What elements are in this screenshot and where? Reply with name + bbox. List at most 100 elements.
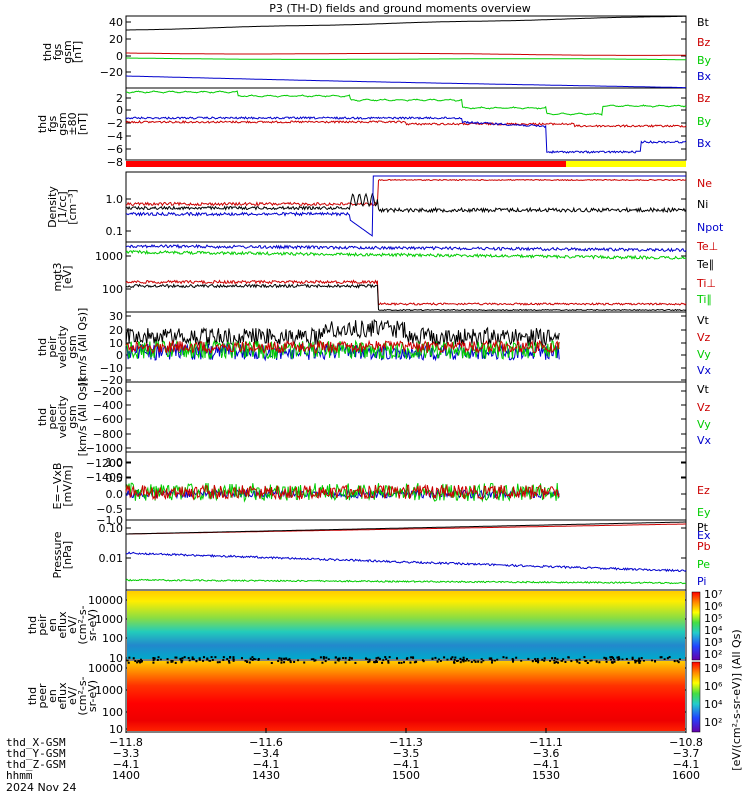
spectrogram-noise (210, 656, 213, 659)
legend-Vx: Vx (697, 434, 712, 447)
spectrogram-noise (496, 658, 499, 661)
data-traces (125, 15, 687, 731)
spectrogram-noise (589, 659, 592, 662)
xaxis-value: 1600 (672, 769, 700, 782)
legend-Vt: Vt (697, 314, 710, 327)
panel-frame (125, 87, 687, 161)
spectrogram-noise (575, 659, 578, 662)
legend-Npot: Npot (697, 221, 724, 234)
spectrogram-noise (378, 657, 381, 660)
y-tick-label: −600 (93, 413, 123, 426)
xaxis-value: −10.8 (669, 736, 703, 749)
spectrogram-noise (195, 660, 198, 663)
xaxis-value: −11.6 (249, 736, 283, 749)
trace-te-perp (125, 283, 687, 312)
spectrogram-noise (344, 661, 347, 664)
spectrogram-noise (638, 657, 641, 660)
spectrogram-noise (297, 659, 300, 662)
spectrogram-noise (415, 660, 418, 663)
spectrogram-noise (434, 656, 437, 659)
spectrogram-noise (515, 656, 518, 659)
xaxis-value: −3.3 (113, 747, 140, 760)
trace-ez (125, 483, 560, 501)
spectrogram-noise (610, 656, 613, 659)
spectrogram-noise (277, 660, 280, 663)
panel-p3: Density[1/cc][cm⁻³] 1.0 0.1 Ne Ni Npot (46, 171, 724, 243)
spectrogram-noise (192, 658, 195, 661)
spectrogram-noise (267, 657, 270, 660)
xaxis-row-label: thd_X-GSM (6, 736, 66, 749)
spectrogram-noise (412, 656, 415, 659)
legend-Pi: Pi (697, 575, 706, 588)
spectrogram-noise (663, 658, 666, 661)
spectrogram-noise (634, 661, 637, 664)
spectrogram-noise (621, 658, 624, 661)
panel-ylabel: eV/ (66, 616, 79, 634)
spectrogram-noise (551, 657, 554, 660)
spectrogram-noise (493, 659, 496, 662)
y-tick-label: 0.5 (106, 472, 124, 485)
spectrogram-noise (590, 659, 593, 662)
spectrogram-noise (454, 656, 457, 659)
spectrogram-noise (512, 659, 515, 662)
spectrogram-noise (605, 660, 608, 663)
spectrogram-noise (152, 657, 155, 660)
legend-Bz: Bz (697, 36, 711, 49)
legend-Te∥: Te∥ (696, 258, 714, 271)
spectrogram-noise (553, 661, 556, 664)
colorbar-tick: 10⁸ (704, 662, 723, 675)
panel-ylabel: gsm (61, 40, 74, 63)
spectrogram-noise (381, 661, 384, 664)
spectrogram-noise (175, 656, 178, 659)
spectrogram-noise (422, 660, 425, 663)
spectrogram-noise (152, 659, 155, 662)
colorbar-tick: 10² (704, 648, 722, 661)
y-tick-label: 1000 (95, 613, 123, 626)
spectrogram-noise (627, 661, 630, 664)
spectrogram-noise (598, 661, 601, 664)
spectrogram-noise (312, 658, 315, 661)
spectrogram-noise (561, 659, 564, 662)
spectrogram-noise (283, 657, 286, 660)
spectrogram-noise (570, 660, 573, 663)
y-tick-label: 10 (109, 652, 123, 665)
spectrogram-noise (375, 657, 378, 660)
xaxis-row-label: thd_Y-GSM (6, 747, 66, 760)
spectrogram-noise (618, 657, 621, 660)
panel-ylabel: [mV/m] (61, 465, 74, 506)
spectrogram-noise (191, 656, 194, 659)
spectrogram-noise (541, 658, 544, 661)
panel-ylabel: [nPa] (61, 541, 74, 569)
spectrogram-noise (536, 657, 539, 660)
xaxis-value: −3.6 (533, 747, 560, 760)
y-tick-label: −10 (100, 362, 123, 375)
y-tick-label: −8 (107, 156, 123, 169)
spectrogram-noise (654, 660, 657, 663)
spectrogram-noise (639, 660, 642, 663)
colorbar-tick: 10⁴ (704, 698, 723, 711)
legend-Pe: Pe (697, 558, 710, 571)
xaxis-row-label: thd_Z-GSM (6, 758, 66, 771)
spectrogram-noise (462, 656, 465, 659)
trace-ti-perp (125, 279, 687, 307)
legend-Ti⊥: Ti⊥ (696, 277, 716, 290)
spectrogram-noise (534, 658, 537, 661)
spectrogram-noise (228, 661, 231, 664)
panel-ylabel: thd (36, 408, 49, 426)
trace-ti-par (125, 249, 687, 261)
colorbar-tick: 10⁵ (704, 612, 722, 625)
spectrogram-noise (586, 661, 589, 664)
legend-Ni: Ni (697, 198, 708, 211)
spectrogram-noise (368, 658, 371, 661)
spectrogram-noise (576, 660, 579, 663)
spectrogram-noise (334, 656, 337, 659)
spectrogram-noise (491, 659, 494, 662)
panel-ylabel: thd (36, 115, 49, 133)
spectrogram-noise (257, 658, 260, 661)
trace-te-par (125, 243, 687, 253)
colorbar-tick: 10⁷ (704, 588, 722, 601)
spectrogram-noise (443, 656, 446, 659)
